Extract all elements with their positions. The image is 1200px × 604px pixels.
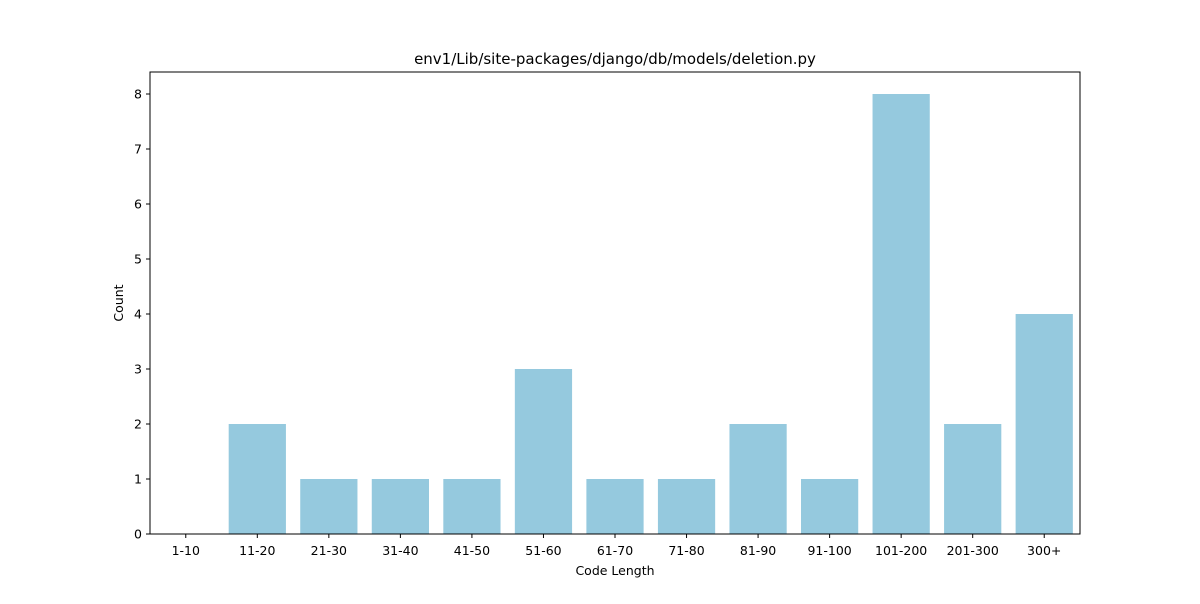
x-tick-label: 31-40 (382, 543, 418, 558)
bar-81-90 (729, 424, 787, 534)
x-tick-label: 41-50 (454, 543, 490, 558)
x-tick-label: 1-10 (172, 543, 200, 558)
x-tick-label: 91-100 (807, 543, 851, 558)
bar-71-80 (657, 479, 716, 534)
bar-51-60 (514, 369, 573, 534)
y-tick-label: 8 (134, 87, 142, 102)
bar-300+ (1015, 314, 1073, 534)
y-tick-label: 7 (134, 142, 142, 157)
y-tick-label: 5 (134, 252, 142, 267)
plot-frame (149, 71, 1081, 535)
bar-201-300 (944, 424, 1002, 534)
bar-11-20 (228, 424, 286, 534)
bar-61-70 (586, 479, 644, 534)
y-tick-label: 6 (134, 197, 142, 212)
x-axis-title: Code Length (575, 563, 654, 578)
x-tick-label: 300+ (1027, 543, 1061, 558)
x-tick-label: 101-200 (875, 543, 927, 558)
chart-title: env1/Lib/site-packages/django/db/models/… (414, 50, 816, 68)
y-tick-label: 3 (134, 362, 142, 377)
x-tick-label: 81-90 (740, 543, 776, 558)
y-axis: 0 1 2 3 4 5 6 7 8 (134, 87, 150, 542)
x-axis: 1-10 11-20 21-30 31-40 41-50 51-60 61-70 71-80 8… (172, 534, 1061, 558)
bars-group (228, 94, 1073, 534)
y-tick-label: 0 (134, 527, 142, 542)
x-tick-label: 21-30 (311, 543, 347, 558)
bar-101-200 (872, 94, 930, 534)
y-tick-label: 4 (134, 307, 142, 322)
bar-21-30 (300, 479, 358, 534)
x-tick-label: 71-80 (668, 543, 704, 558)
x-tick-label: 51-60 (525, 543, 561, 558)
x-tick-label: 61-70 (597, 543, 633, 558)
y-axis-title: Count (111, 284, 126, 321)
bar-41-50 (443, 479, 501, 534)
bar-91-100 (801, 479, 859, 534)
x-tick-label: 201-300 (947, 543, 999, 558)
y-tick-label: 1 (134, 472, 142, 487)
y-tick-label: 2 (134, 417, 142, 432)
x-tick-label: 11-20 (239, 543, 275, 558)
bar-31-40 (371, 479, 429, 534)
